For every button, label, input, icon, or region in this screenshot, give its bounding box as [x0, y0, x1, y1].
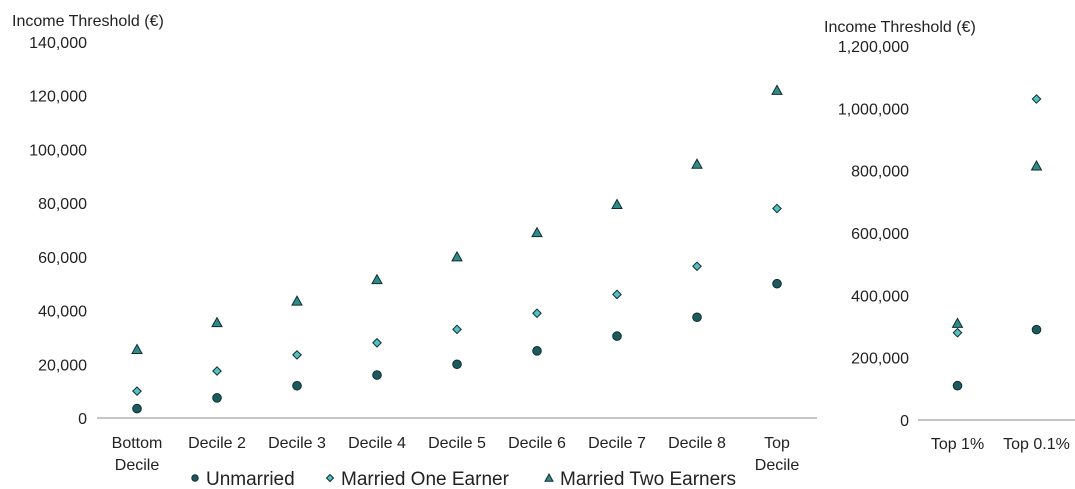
left-point-circle-5 [452, 359, 462, 370]
right-y-tick-label: 1,000,000 [838, 101, 909, 118]
left-point-diamond-1 [132, 386, 142, 397]
left-point-triangle-4 [371, 273, 383, 285]
right-y-tick-label: 1,200,000 [838, 39, 909, 56]
left-x-tick-label: Decile [755, 457, 800, 474]
left-point-triangle-1 [131, 343, 143, 355]
left-point-diamond-3 [292, 349, 302, 360]
left-x-tick-label: Decile 3 [268, 435, 326, 452]
left-point-triangle-6 [531, 226, 543, 238]
left-x-tick-label: Decile 2 [188, 435, 246, 452]
left-point-triangle-9 [771, 84, 783, 95]
legend-triangle-marker [544, 472, 554, 482]
right-y-tick-label: 600,000 [851, 226, 909, 243]
legend-circle-marker [191, 474, 199, 482]
right-y-tick-label: 400,000 [851, 288, 909, 305]
left-x-tick-label: Decile 5 [428, 435, 486, 452]
left-point-circle-3 [292, 380, 302, 391]
left-y-tick-label: 0 [78, 411, 87, 428]
left-point-diamond-9 [772, 203, 782, 214]
left-point-triangle-2 [211, 316, 223, 328]
left-point-diamond-7 [612, 289, 622, 300]
left-x-tick-label: Decile 8 [668, 435, 726, 452]
left-point-circle-7 [612, 331, 622, 341]
left-point-diamond-8 [692, 261, 702, 272]
left-point-diamond-6 [532, 308, 542, 319]
left-y-tick-label: 60,000 [38, 250, 87, 267]
legend-diamond-marker [325, 473, 335, 483]
left-point-circle-8 [692, 312, 702, 323]
right-y-tick-label: 0 [900, 413, 909, 430]
right-point-triangle-1 [951, 317, 964, 328]
right-point-diamond-1 [952, 327, 963, 338]
left-x-tick-label: Decile 7 [588, 435, 646, 452]
left-x-tick-label: Top [764, 435, 790, 452]
left-point-circle-9 [772, 278, 782, 289]
left-y-tick-label: 140,000 [29, 35, 87, 52]
right-y-tick-label: 800,000 [851, 164, 909, 181]
right-x-tick-label: Top 1% [931, 436, 984, 453]
left-point-circle-2 [212, 393, 222, 403]
left-point-triangle-7 [611, 198, 623, 209]
left-point-diamond-4 [372, 337, 382, 348]
left-point-circle-1 [132, 403, 142, 414]
left-y-tick-label: 120,000 [29, 89, 87, 106]
right-y-axis-label: Income Threshold (€) [824, 19, 976, 36]
left-x-tick-label: Bottom [112, 435, 163, 452]
left-point-circle-4 [372, 370, 382, 380]
left-point-triangle-8 [691, 158, 703, 169]
left-x-tick-label: Decile [115, 457, 160, 474]
right-y-tick-label: 200,000 [851, 351, 909, 368]
left-y-tick-label: 100,000 [29, 142, 87, 159]
right-point-circle-1 [952, 380, 963, 391]
left-y-tick-label: 40,000 [38, 304, 87, 321]
legend-label-2: Married One Earner [341, 469, 510, 489]
right-point-circle-2 [1031, 324, 1042, 335]
left-x-tick-label: Decile 4 [348, 435, 406, 452]
right-x-tick-label: Top 0.1% [1003, 436, 1070, 453]
left-point-diamond-2 [212, 366, 222, 376]
right-point-diamond-2 [1031, 94, 1042, 104]
left-y-tick-label: 20,000 [38, 357, 87, 374]
right-point-triangle-2 [1030, 159, 1043, 171]
left-y-axis-label: Income Threshold (€) [12, 13, 164, 30]
left-x-tick-label: Decile 6 [508, 435, 566, 452]
left-point-circle-6 [532, 346, 542, 356]
left-point-triangle-3 [291, 295, 303, 306]
left-y-tick-label: 80,000 [38, 196, 87, 213]
legend-label-1: Unmarried [206, 469, 295, 489]
left-point-diamond-5 [452, 324, 462, 335]
left-point-triangle-5 [451, 250, 463, 262]
legend-label-3: Married Two Earners [560, 469, 736, 489]
